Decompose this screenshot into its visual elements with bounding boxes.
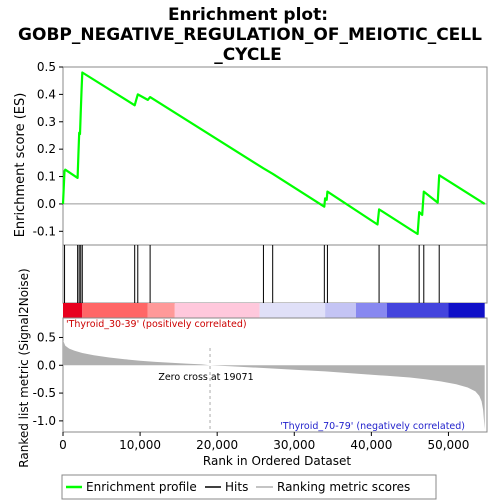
metric-area xyxy=(63,340,485,432)
chart-title-line2: GOBP_NEGATIVE_REGULATION_OF_MEIOTIC_CELL xyxy=(18,25,482,45)
x-axis-label: Rank in Ordered Dataset xyxy=(203,454,351,468)
chart-title-line1: Enrichment plot: xyxy=(168,5,328,25)
colorbar-segment xyxy=(259,303,326,318)
colorbar-segment xyxy=(63,303,83,318)
es-profile-line xyxy=(61,71,486,236)
colorbar-segment xyxy=(325,303,356,318)
zero-cross-label: Zero cross at 19071 xyxy=(158,372,253,383)
es-y-tick-label: 0.5 xyxy=(37,60,56,74)
legend-hits-label: Hits xyxy=(225,480,248,494)
hits-marks xyxy=(64,245,440,303)
colorbar-segment xyxy=(448,303,485,318)
positive-correlation-label: 'Thyroid_30-39' (positively correlated) xyxy=(66,319,247,330)
legend-box xyxy=(61,474,437,500)
x-tick-label: 0 xyxy=(59,438,67,452)
metric-y-tick-label: 0.5 xyxy=(37,330,56,344)
x-tick-label: 40,000 xyxy=(350,438,392,452)
es-y-tick-label: 0.3 xyxy=(37,115,56,129)
hits-panel xyxy=(62,244,488,304)
colorbar-segment xyxy=(386,303,449,318)
x-tick-label: 20,000 xyxy=(196,438,238,452)
colorbar-segment xyxy=(82,303,148,318)
es-y-tick-label: 0.1 xyxy=(37,170,56,184)
chart-title-line3: _CYCLE xyxy=(214,45,282,65)
es-panel xyxy=(62,66,488,246)
negative-correlation-label: 'Thyroid_70-79' (negatively correlated) xyxy=(280,421,465,432)
es-y-tick-label: 0.4 xyxy=(37,87,56,101)
es-y-tick-label: 0.0 xyxy=(37,197,56,211)
x-axis: 0 10,000 20,000 30,000 40,000 50,000 xyxy=(59,432,469,452)
legend-es-label: Enrichment profile xyxy=(86,480,197,494)
metric-y-tick-label: 0.0 xyxy=(37,358,56,372)
es-y-axis: -0.1 0.0 0.1 0.2 0.3 0.4 0.5 xyxy=(33,60,487,238)
metric-y-tick-label: -0.5 xyxy=(33,386,56,400)
x-tick-label: 50,000 xyxy=(427,438,469,452)
es-profile xyxy=(61,71,486,236)
es-y-label: Enrichment score (ES) xyxy=(13,93,28,238)
colorbar-segment xyxy=(174,303,260,318)
es-y-tick-label: -0.1 xyxy=(33,224,56,238)
colorbar-segment xyxy=(355,303,387,318)
colorbar-segment xyxy=(147,303,175,318)
es-y-tick-label: 0.2 xyxy=(37,142,56,156)
x-tick-label: 10,000 xyxy=(119,438,161,452)
metric-y-label: Ranked list metric (Signal2Noise) xyxy=(17,268,31,467)
metric-y-axis: -1.0 -0.5 0.0 0.5 xyxy=(33,330,63,428)
colorbar xyxy=(63,303,485,318)
x-tick-label: 30,000 xyxy=(273,438,315,452)
metric-y-tick-label: -1.0 xyxy=(33,414,56,428)
legend-metric-label: Ranking metric scores xyxy=(277,480,410,494)
